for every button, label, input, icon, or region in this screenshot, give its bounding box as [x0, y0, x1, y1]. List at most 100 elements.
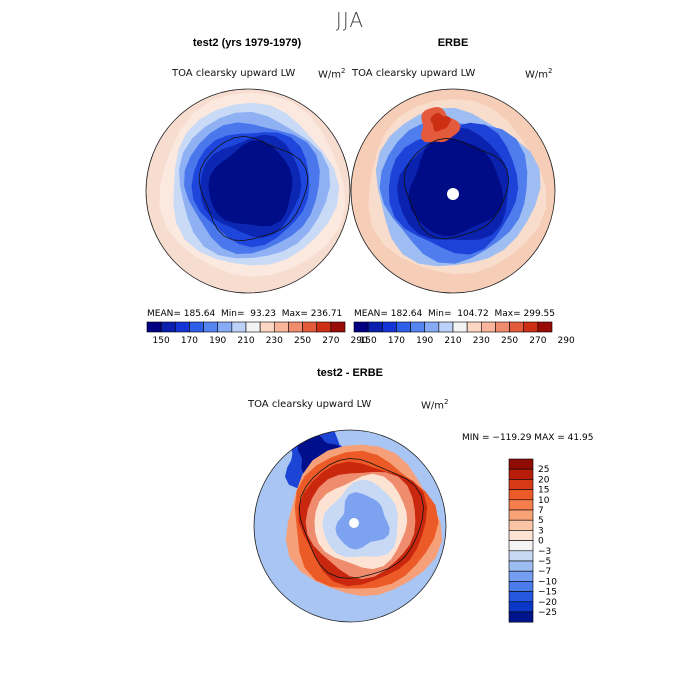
units-exponent: 2 [548, 67, 553, 75]
colorbar-tick-label: 190 [209, 336, 226, 346]
colorbar-box [480, 321, 496, 333]
colorbar-tick-label: 290 [558, 336, 575, 346]
panel3-title: test2 - ERBE [316, 367, 384, 379]
contour-band [335, 492, 390, 550]
colorbar-tick-label: 170 [181, 336, 198, 346]
colorbar-tick-label: −5 [538, 557, 551, 567]
panel1-title: test2 (yrs 1979-1979) [192, 37, 302, 49]
units-label: W/m [525, 69, 548, 81]
colorbar-tick-label: 20 [538, 475, 550, 485]
units-exponent: 2 [341, 67, 346, 75]
min-label: Min= [221, 309, 245, 319]
map-border [350, 88, 556, 294]
colorbar-tick-label: 10 [538, 496, 550, 506]
colorbar-box [273, 321, 289, 333]
colorbar-tick-label: 290 [351, 336, 368, 346]
panel2-subtitle: TOA clearsky upward LW [352, 68, 476, 79]
colorbar-box [508, 509, 534, 521]
mean-label: MEAN= [354, 309, 388, 319]
colorbar-box [508, 550, 534, 562]
colorbar-tick-label: −20 [538, 598, 557, 608]
colorbar-box [508, 530, 534, 541]
panel1-stats: MEAN= 185.64 Min= 93.23 Max= 236.71 [147, 309, 342, 319]
colorbar-box [396, 321, 411, 333]
colorbar-tick-label: 190 [416, 336, 433, 346]
colorbar-box [508, 581, 534, 592]
antarctica-coastline [403, 137, 510, 240]
erbe-polar-map [351, 89, 555, 293]
colorbar-box [203, 321, 219, 333]
map-border [253, 429, 447, 623]
colorbar-tick-label: 5 [538, 516, 544, 526]
colorbar-box [245, 321, 261, 333]
panel2-title: ERBE [437, 37, 469, 49]
colorbar-tick-label: 25 [538, 465, 549, 475]
map-outlines [145, 88, 556, 623]
colorbar-tick-label: 230 [266, 336, 283, 346]
colorbar-box [495, 321, 510, 333]
panel3-subtitle: TOA clearsky upward LW [248, 399, 372, 410]
colorbar-tick-label: 210 [444, 336, 461, 346]
colorbar-box [381, 321, 397, 333]
mean-value: 185.64 [183, 309, 216, 319]
colorbar-box [330, 321, 346, 333]
colorbar-box [452, 321, 468, 333]
colorbar-tick-label: −10 [538, 577, 557, 587]
colorbar-box [508, 489, 534, 501]
colorbar-box [316, 321, 332, 333]
colorbar-tick-label: −25 [538, 608, 557, 618]
colorbar-tick-label: −3 [538, 547, 551, 557]
max-label: Max= [494, 309, 521, 319]
panel1-subtitle: TOA clearsky upward LW [172, 68, 296, 79]
max-value: 299.55 [523, 309, 556, 319]
map-border [145, 88, 351, 294]
colorbar-tick-label: 150 [360, 336, 377, 346]
colorbar-box [508, 591, 534, 603]
colorbar-box [189, 321, 204, 333]
mean-label: MEAN= [147, 309, 181, 319]
colorbar-tick-label: 270 [322, 336, 339, 346]
panel1-units: W/m2 [318, 67, 345, 80]
colorbar-tick-label: 15 [538, 486, 549, 496]
colorbar-box [508, 479, 534, 490]
colorbar-box [523, 321, 539, 333]
colorbar-box [508, 499, 534, 511]
colorbar-box [537, 321, 553, 333]
colorbar-tick-label: 210 [237, 336, 254, 346]
colorbar-tick-label: −15 [538, 588, 557, 598]
colorbar-box [160, 321, 176, 333]
min-value: 104.72 [457, 309, 489, 319]
colorbar-tick-label: 230 [473, 336, 490, 346]
colorbar-box [508, 468, 534, 480]
colorbar-box [146, 321, 162, 333]
colorbar-box [353, 321, 369, 333]
panel2-units: W/m2 [525, 67, 552, 80]
colorbar-tick-label: 170 [388, 336, 405, 346]
colorbar-box [508, 458, 534, 470]
colorbar-box [508, 611, 534, 623]
colorbar-tick-label: 270 [529, 336, 546, 346]
mean-value: 182.64 [390, 309, 423, 319]
contour-band [208, 140, 293, 227]
pole-hole [447, 188, 459, 200]
colorbar-box [424, 321, 440, 333]
panel3-range: MIN = −119.29 MAX = 41.95 [462, 433, 594, 443]
colorbar-tick-label: 0 [538, 537, 544, 547]
panel2-stats: MEAN= 182.64 Min= 104.72 Max= 299.55 [354, 309, 555, 319]
max-label: Max= [281, 309, 308, 319]
colorbar-tick-label: 7 [538, 506, 544, 516]
units-exponent: 2 [444, 398, 449, 406]
max-value: 236.71 [310, 309, 343, 319]
test2-polar-map [146, 89, 350, 293]
colorbar-tick-label: 250 [294, 336, 311, 346]
min-label: Min= [428, 309, 452, 319]
colorbar-tick-label: 250 [501, 336, 518, 346]
figure-title: JJA [335, 8, 365, 32]
colorbar-box [302, 321, 318, 333]
colorbar-tick-label: 3 [538, 526, 544, 536]
colorbar-box [466, 321, 482, 333]
colorbar-box [508, 519, 534, 531]
colorbar-box [174, 321, 190, 333]
